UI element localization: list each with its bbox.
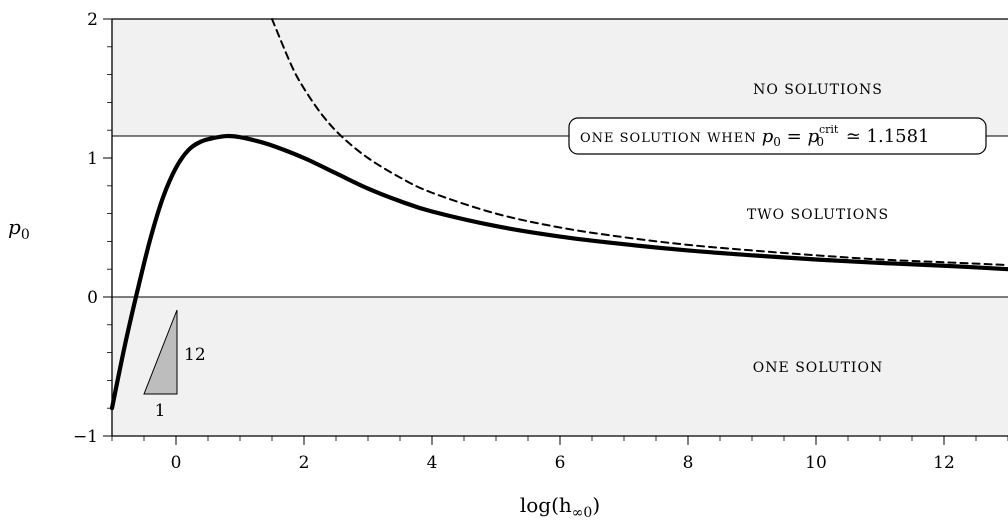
- y-axis-label-p: p: [8, 215, 21, 239]
- x-axis-label: log(h∞0): [520, 493, 600, 520]
- x-tick-label: 6: [555, 453, 566, 473]
- critical-prefix: ONE SOLUTION WHEN: [580, 131, 762, 146]
- x-tick-label: 8: [683, 453, 694, 473]
- region-label-no-solutions: NO SOLUTIONS: [753, 82, 883, 98]
- x-tick-label: 2: [299, 453, 310, 473]
- critical-value-annotation: ONE SOLUTION WHEN p0 = pcrit 0 ≃ 1.1581: [568, 117, 987, 155]
- critical-p-sub: 0: [773, 135, 781, 149]
- critical-p2: p: [807, 126, 819, 147]
- critical-value: ≃ 1.1581: [840, 126, 930, 147]
- x-tick-label: 4: [427, 453, 438, 473]
- slope-triangle: 1 12: [143, 309, 206, 421]
- x-tick-label: 0: [171, 453, 182, 473]
- x-axis-label-sub: ∞0: [572, 505, 593, 520]
- y-tick-label: 0: [87, 288, 98, 308]
- dashed-series-line: [271, 18, 1008, 267]
- x-axis-label-close: ): [592, 493, 600, 517]
- slope-rise-label: 12: [184, 345, 206, 365]
- slope-run-label: 1: [155, 401, 166, 421]
- y-tick-label: 1: [87, 149, 98, 169]
- critical-value-box: [568, 117, 987, 155]
- shaded-region-1: [112, 297, 1008, 436]
- x-axis-label-main: log(h: [520, 493, 572, 517]
- critical-p2-sub: 0: [816, 135, 824, 149]
- y-axis-label-sub: 0: [21, 227, 30, 243]
- region-label-two-solutions: TWO SOLUTIONS: [747, 207, 889, 223]
- shaded-region-0: [112, 19, 1008, 137]
- critical-value-text: ONE SOLUTION WHEN p0 = pcrit 0 ≃ 1.1581: [580, 123, 930, 149]
- series-group: [109, 18, 1008, 411]
- region-label-one-solution: ONE SOLUTION: [753, 360, 883, 376]
- critical-p: p: [762, 126, 774, 147]
- x-tick-label: 12: [933, 453, 955, 473]
- slope-triangle-shape: [143, 309, 178, 395]
- critical-eq: =: [781, 126, 808, 147]
- y-axis-label: p0: [8, 215, 30, 243]
- shaded-regions: [112, 19, 1008, 436]
- y-tick-label: −1: [73, 427, 98, 447]
- solid-series-line: [109, 133, 1008, 411]
- y-tick-label: 2: [87, 10, 98, 30]
- x-tick-label: 10: [805, 453, 827, 473]
- critical-p2-sup: crit: [819, 123, 839, 136]
